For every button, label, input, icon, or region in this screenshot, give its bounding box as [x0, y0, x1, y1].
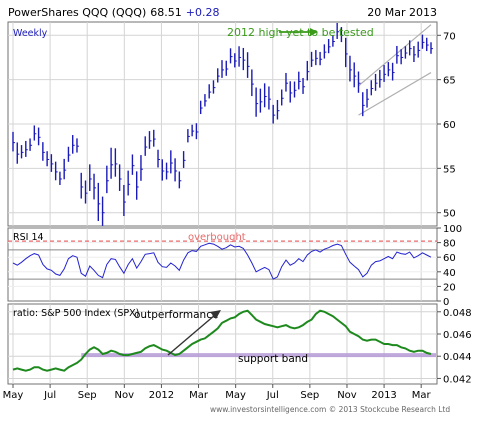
rsi-series-label: RSI 14	[13, 232, 44, 243]
ratio-tick-label: 0.042	[443, 374, 472, 385]
price-tick-label: 70	[443, 31, 456, 42]
outperformance-arrow	[167, 310, 221, 356]
x-tick-label: 2012	[149, 390, 174, 401]
x-axis-ticks: May Jul Sep Nov 2012 Mar May Jul Sep Nov 2013 Mar	[3, 384, 432, 401]
rsi-tick-label: 20	[443, 282, 456, 293]
price-axis-ticks: 50 55 60 65 70	[437, 31, 456, 220]
high-annotation-arrow	[279, 28, 318, 36]
ratio-line	[12, 309, 432, 372]
ratio-series-label: ratio: S&P 500 Index (SPX)	[13, 308, 139, 319]
rsi-line	[12, 242, 432, 280]
ratio-panel: 0.042 0.044 0.046 0.048 ratio: S&P 500 Inde…	[7, 303, 472, 385]
x-tick-label: Mar	[189, 390, 209, 401]
price-channel	[358, 24, 432, 116]
support-band-label: support band	[238, 353, 308, 365]
x-tick-label: Nov	[115, 390, 135, 401]
rsi-reference-lines	[8, 240, 437, 280]
rsi-tick-label: 40	[443, 268, 456, 279]
x-tick-label: Jul	[266, 390, 279, 401]
x-tick-label: May	[3, 390, 24, 401]
credit-footer: www.investorsintelligence.com © 2013 Sto…	[210, 405, 450, 414]
overbought-label: overbought	[188, 232, 246, 243]
rsi-tick-label: 0	[443, 297, 449, 308]
price-change: +0.28	[186, 6, 220, 19]
outperformance-label: outperformance	[134, 309, 218, 321]
x-tick-label: Jul	[43, 390, 56, 401]
ratio-tick-label: 0.046	[443, 330, 472, 341]
rsi-tick-label: 60	[443, 253, 456, 264]
chart-date: 20 Mar 2013	[367, 6, 437, 19]
x-tick-label: Sep	[78, 390, 97, 401]
price-tick-label: 65	[443, 76, 456, 87]
ratio-tick-label: 0.044	[443, 352, 472, 363]
ratio-tick-label: 0.048	[443, 308, 472, 319]
symbol-title: PowerShares QQQ (QQQ)	[8, 6, 146, 19]
x-tick-label: Mar	[412, 390, 432, 401]
price-bars	[12, 22, 433, 226]
rsi-gridlines	[8, 228, 437, 301]
last-price: 68.51	[150, 6, 182, 19]
price-tick-label: 55	[443, 164, 456, 175]
channel-line	[358, 72, 432, 116]
ratio-axis-ticks: 0.042 0.044 0.046 0.048	[437, 308, 472, 385]
x-tick-label: Nov	[337, 390, 357, 401]
rsi-panel: 0 20 40 60 80 100 RSI 14 overbought	[7, 224, 462, 308]
rsi-tick-label: 100	[443, 224, 462, 235]
x-tick-label: 2013	[371, 390, 396, 401]
channel-line	[358, 24, 432, 87]
rsi-tick-label: 80	[443, 239, 456, 250]
support-band	[81, 353, 436, 358]
x-tick-label: Sep	[300, 390, 319, 401]
x-tick-label: May	[225, 390, 246, 401]
price-gridlines	[8, 22, 437, 226]
price-series-label: Weekly	[13, 28, 48, 39]
price-tick-label: 60	[443, 120, 456, 131]
price-tick-label: 50	[443, 209, 456, 220]
rsi-axis-ticks: 0 20 40 60 80 100	[437, 224, 462, 308]
